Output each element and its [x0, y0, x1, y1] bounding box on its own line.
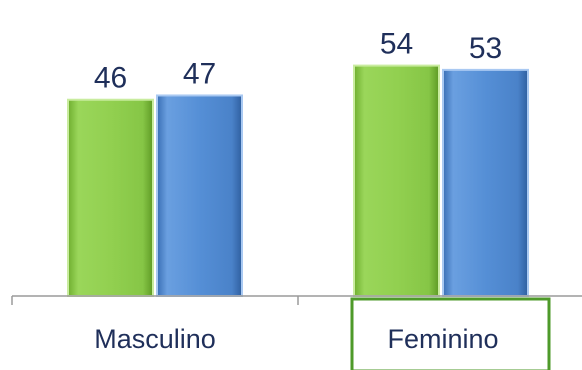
bars-layer — [67, 64, 529, 298]
category-highlight-box — [350, 297, 551, 370]
category-label-feminino: Feminino — [387, 324, 498, 354]
bar-feminino-series-2 — [442, 68, 529, 297]
labels-layer: 46 47 54 53 Masculino Feminino — [94, 28, 502, 354]
category-label-masculino: Masculino — [94, 324, 216, 354]
bar-masculino-series-2 — [156, 94, 243, 298]
bar-masculino-series-1 — [67, 98, 154, 297]
data-label-masculino-series-2: 47 — [183, 57, 216, 90]
bar-feminino-series-1 — [353, 64, 440, 297]
data-label-masculino-series-1: 46 — [94, 62, 127, 95]
data-label-feminino-series-2: 53 — [469, 32, 502, 65]
data-label-feminino-series-1: 54 — [380, 28, 413, 61]
x-axis — [11, 295, 582, 370]
